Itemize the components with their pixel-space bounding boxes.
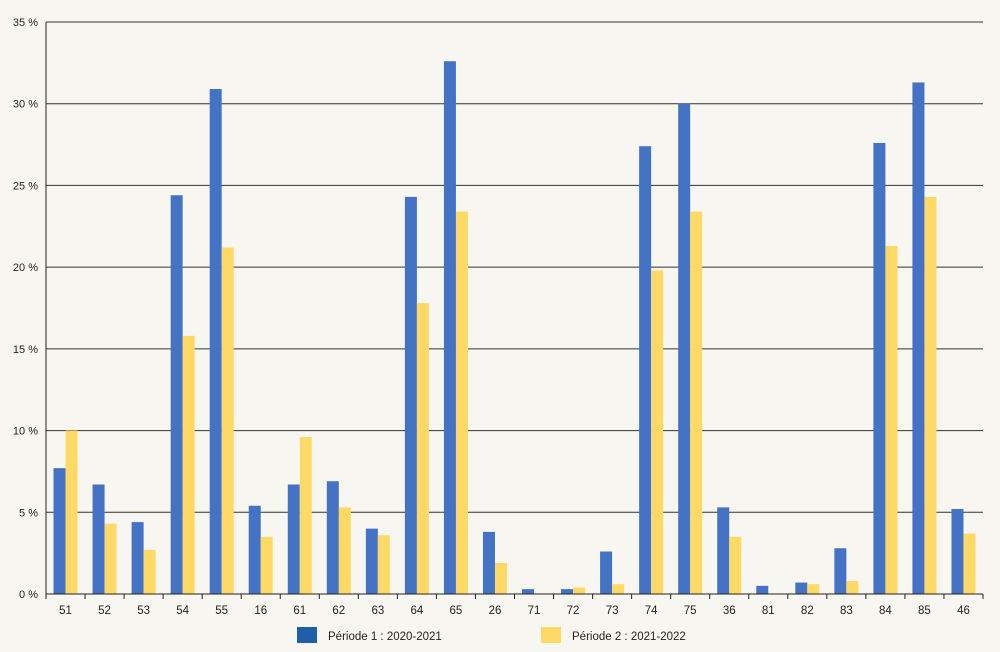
bar-period-1-51 xyxy=(53,468,66,594)
x-tick-label: 85 xyxy=(918,605,931,617)
bar-period-2-73 xyxy=(612,584,625,594)
y-tick-label: 5 % xyxy=(19,507,38,519)
bar-period-2-62 xyxy=(338,507,351,594)
bar-period-1-75 xyxy=(678,103,691,594)
x-tick-label: 82 xyxy=(801,605,814,617)
bar-period-1-55 xyxy=(209,89,222,595)
x-tick-label: 51 xyxy=(59,605,72,617)
bar-period-1-83 xyxy=(834,548,847,594)
bar-period-2-63 xyxy=(377,535,390,594)
x-tick-label: 83 xyxy=(840,605,853,617)
bar-period-2-82 xyxy=(807,584,820,594)
bar-period-1-72 xyxy=(561,589,574,594)
bar-period-2-75 xyxy=(690,211,703,594)
bar-period-2-84 xyxy=(885,245,898,594)
bar-period-1-71 xyxy=(522,589,535,594)
y-tick-label: 0 % xyxy=(19,589,38,601)
x-tick-label: 64 xyxy=(410,605,423,617)
bar-period-2-51 xyxy=(65,430,78,594)
bar-period-1-36 xyxy=(717,507,730,594)
bar-period-1-64 xyxy=(404,196,417,594)
bar-period-1-52 xyxy=(92,484,105,594)
bar-period-2-16 xyxy=(260,536,273,594)
bar-period-2-64 xyxy=(416,303,429,594)
x-tick-label: 54 xyxy=(176,605,189,617)
bar-period-1-65 xyxy=(443,61,456,595)
y-tick-label: 30 % xyxy=(13,99,38,111)
bar-period-2-54 xyxy=(182,335,195,594)
y-tick-label: 10 % xyxy=(13,426,38,438)
x-tick-label: 84 xyxy=(879,605,892,617)
x-tick-label: 16 xyxy=(254,605,267,617)
bar-period-1-73 xyxy=(600,551,613,594)
x-tick-label: 73 xyxy=(606,605,619,617)
bar-period-2-53 xyxy=(143,549,156,594)
x-tick-label: 75 xyxy=(684,605,697,617)
bar-period-2-52 xyxy=(104,523,117,594)
bar-period-1-62 xyxy=(326,481,339,594)
bar-period-1-63 xyxy=(365,528,378,594)
x-tick-label: 52 xyxy=(98,605,111,617)
legend-swatch-period-2 xyxy=(541,627,561,643)
y-tick-label: 15 % xyxy=(13,344,38,356)
bar-period-2-83 xyxy=(846,580,859,594)
bar-period-1-26 xyxy=(482,531,495,594)
x-tick-label: 81 xyxy=(762,605,775,617)
x-tick-label: 62 xyxy=(332,605,345,617)
bar-period-2-46 xyxy=(963,533,976,594)
bar-period-2-26 xyxy=(494,562,507,594)
x-tick-label: 26 xyxy=(489,605,502,617)
legend-label-period-2: Période 2 : 2021-2022 xyxy=(572,631,686,643)
bar-period-1-84 xyxy=(873,142,886,595)
bars xyxy=(53,61,976,595)
legend: Période 1 : 2020-2021 Période 2 : 2021-2… xyxy=(297,627,686,643)
x-tick-label: 72 xyxy=(567,605,580,617)
bar-period-2-72 xyxy=(573,587,586,594)
bar-period-2-36 xyxy=(729,536,742,594)
axes xyxy=(45,22,984,599)
bar-period-1-82 xyxy=(795,582,808,594)
x-tick-label: 53 xyxy=(137,605,150,617)
bar-period-1-85 xyxy=(912,82,925,595)
bar-period-2-65 xyxy=(455,211,468,594)
x-tick-label: 74 xyxy=(645,605,658,617)
bar-period-1-81 xyxy=(756,585,769,594)
bar-period-1-16 xyxy=(248,505,261,594)
grid-lines xyxy=(46,21,983,513)
x-tick-label: 55 xyxy=(215,605,228,617)
bar-period-1-61 xyxy=(287,484,300,594)
bar-period-1-74 xyxy=(639,146,652,594)
x-tick-label: 36 xyxy=(723,605,736,617)
bar-period-1-54 xyxy=(170,195,183,594)
legend-swatch-period-1 xyxy=(297,627,317,643)
y-tick-label: 20 % xyxy=(13,262,38,274)
legend-label-period-1: Période 1 : 2020-2021 xyxy=(328,631,442,643)
y-axis-ticks: 0 % 5 % 10 % 15 % 20 % 25 % 30 % 35 % xyxy=(13,17,38,601)
bar-period-2-85 xyxy=(924,196,937,594)
bar-period-1-46 xyxy=(951,509,964,594)
bar-period-1-53 xyxy=(131,522,144,594)
bar-period-2-74 xyxy=(651,270,664,594)
x-tick-label: 63 xyxy=(371,605,384,617)
x-axis-ticks: 51 52 53 54 55 16 61 62 63 64 65 26 71 72 73 74 75 36 81 82… xyxy=(59,605,970,617)
bar-period-2-55 xyxy=(221,247,234,594)
x-tick-label: 65 xyxy=(450,605,463,617)
x-tick-label: 71 xyxy=(528,605,541,617)
y-tick-label: 25 % xyxy=(13,180,38,192)
y-tick-label: 35 % xyxy=(13,17,38,29)
bar-period-2-61 xyxy=(299,437,312,594)
x-tick-label: 61 xyxy=(293,605,306,617)
x-tick-label: 46 xyxy=(957,605,970,617)
